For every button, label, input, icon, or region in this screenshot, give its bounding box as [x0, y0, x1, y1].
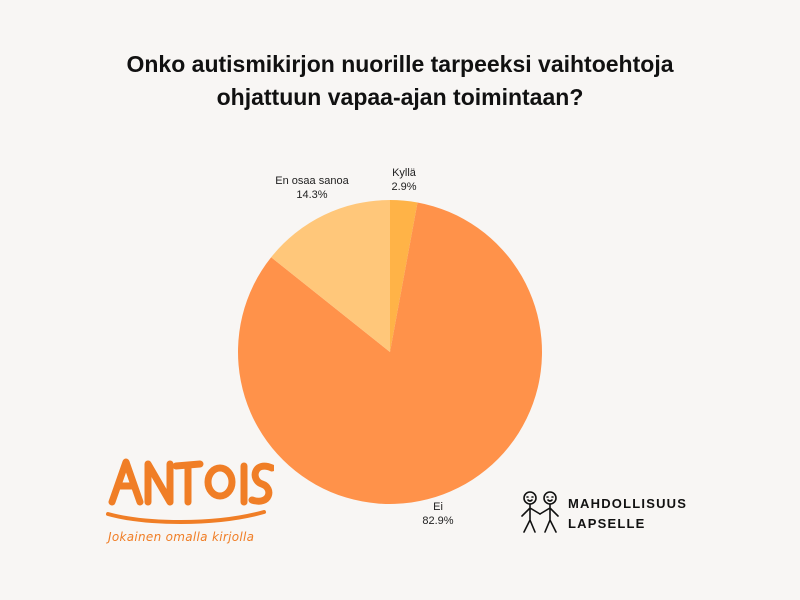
- mahdollisuus-lapselle-logo: MAHDOLLISUUS LAPSELLE: [516, 488, 716, 538]
- two-children-holding-hands-icon: [521, 491, 559, 533]
- slice-value-0: 2.9%: [391, 181, 416, 193]
- pie-slice-0: [390, 200, 418, 352]
- antoisa-wordmark-icon: [106, 458, 274, 524]
- pie-slice-1: [238, 202, 543, 504]
- antoisa-logo: Jokainen omalla kirjolla: [104, 452, 274, 552]
- chart-title: Onko autismikirjon nuorille tarpeeksi va…: [126, 51, 674, 110]
- pie-slice-2: [271, 200, 390, 352]
- antoisa-tagline: Jokainen omalla kirjolla: [108, 530, 255, 544]
- slice-value-1: 82.9%: [422, 515, 453, 527]
- slice-label-2: En osaa sanoa: [275, 175, 349, 187]
- logo-line-1: MAHDOLLISUUS: [568, 496, 688, 511]
- pie-slices: [238, 200, 543, 504]
- pie-labels: Kyllä 2.9% Ei 82.9% En osaa sanoa 14.3%: [275, 167, 454, 527]
- slice-value-2: 14.3%: [296, 189, 327, 201]
- logo-line-2: LAPSELLE: [568, 516, 646, 531]
- slice-label-1: Ei: [433, 501, 443, 513]
- slice-label-0: Kyllä: [392, 167, 417, 179]
